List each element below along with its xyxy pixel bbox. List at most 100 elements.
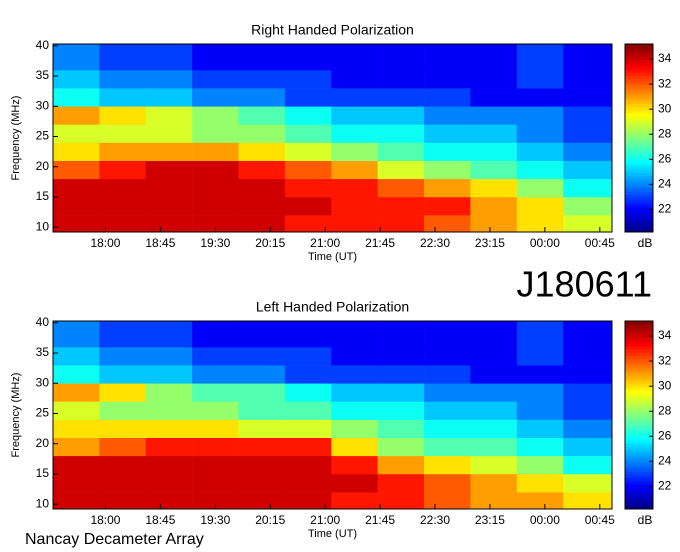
chart-title: Right Handed Polarization [251,22,414,38]
heatmap-cell [516,44,564,71]
heatmap-cell [53,88,100,107]
heatmap-cell [516,196,564,216]
heatmap-cell [470,401,518,420]
heatmap-cell [470,142,518,161]
heatmap-cell [53,346,100,366]
heatmap-cell [99,106,147,125]
colorbar-step [625,125,653,130]
heatmap-cell [284,142,332,161]
colorbar-step [625,138,653,142]
heatmap-cell [563,215,613,233]
heatmap-cell [192,321,239,348]
heatmap-cell [284,178,332,198]
x-tick-label: 22:30 [420,513,450,527]
colorbar-step [625,222,653,227]
colorbar-step [625,72,653,76]
colorbar-step [625,349,653,353]
y-axis-label: Frequency (MHz) [10,96,22,181]
x-tick-label: 00:45 [585,513,615,527]
colorbar-tick-label: 30 [658,378,672,392]
colorbar-step [625,389,653,394]
colorbar-step [625,427,653,432]
observation-label: J180611 [517,264,652,305]
heatmap-cell [331,160,378,180]
heatmap-cell [516,215,564,233]
heatmap-cell [145,346,193,366]
x-tick-label: 18:45 [145,513,175,527]
heatmap-cell [145,178,193,198]
colorbar-step [625,421,653,425]
heatmap-cell [284,455,332,475]
x-tick-label: 20:15 [255,513,285,527]
heatmap-cell [99,383,147,402]
colorbar-tick-label: 34 [658,51,672,65]
colorbar-tick-label: 30 [658,101,672,115]
colorbar-step [625,194,653,199]
heatmap-cell [99,69,147,89]
y-axis-label: Frequency (MHz) [10,373,22,458]
heatmap-cell [99,196,147,216]
colorbar-label: dB [638,236,653,250]
heatmap-cell [424,419,471,438]
heatmap-cell [145,365,193,384]
colorbar-step [625,333,653,338]
colorbar-step [625,458,653,463]
heatmap-cell [99,346,147,366]
y-tick-label: 25 [36,129,50,143]
heatmap-cell [99,178,147,198]
y-tick-label: 30 [36,98,50,112]
x-tick-label: 19:30 [200,236,230,250]
heatmap-cell [284,365,332,384]
colorbar-step [625,452,653,457]
heatmap-cell [53,178,100,198]
heatmap-cell [284,215,332,233]
heatmap-cell [377,473,425,493]
heatmap-cell [145,88,193,107]
heatmap-cell [53,44,100,71]
heatmap-cell [192,124,239,143]
heatmap-cell [99,160,147,180]
x-tick-label: 21:00 [310,236,340,250]
colorbar-step [625,50,653,54]
colorbar-step [625,430,653,435]
heatmap-cell [99,401,147,420]
heatmap-cell [377,346,425,366]
heatmap-cell [331,88,378,107]
heatmap-cell [331,455,378,475]
heatmap-cell [331,106,378,125]
heatmap-cell [53,124,100,143]
colorbar-frame [624,320,654,510]
colorbar-step [625,216,653,220]
colorbar-step [625,358,653,363]
heatmap-cell [238,455,286,475]
heatmap-cell [470,437,518,457]
heatmap-cell [238,160,286,180]
heatmap-cell [238,365,286,384]
heatmap-cell [516,106,564,125]
heatmap-cell [53,383,100,402]
heatmap-cell [424,178,471,198]
heatmap-cell [192,215,239,233]
heatmap-cell [563,160,613,180]
heatmap-cell [284,160,332,180]
colorbar-step [625,371,653,375]
x-tick-label: 18:00 [90,236,120,250]
heatmap-cell [53,196,100,216]
heatmap-cell [516,383,564,402]
heatmap-cell [284,401,332,420]
heatmap-cell [53,492,100,510]
colorbar-frame [624,43,654,233]
colorbar-step [625,175,653,180]
heatmap-cell [563,401,613,420]
colorbar-step [625,156,653,161]
heatmap-cell [284,106,332,125]
heatmap-cell [516,419,564,438]
heatmap-cell [331,69,378,89]
colorbar-step [625,116,653,120]
heatmap-cell [470,383,518,402]
y-tick-label: 15 [36,466,50,480]
heatmap-cell [192,419,239,438]
heatmap-cell [284,383,332,402]
heatmap-cell [470,419,518,438]
heatmap-cell [563,437,613,457]
